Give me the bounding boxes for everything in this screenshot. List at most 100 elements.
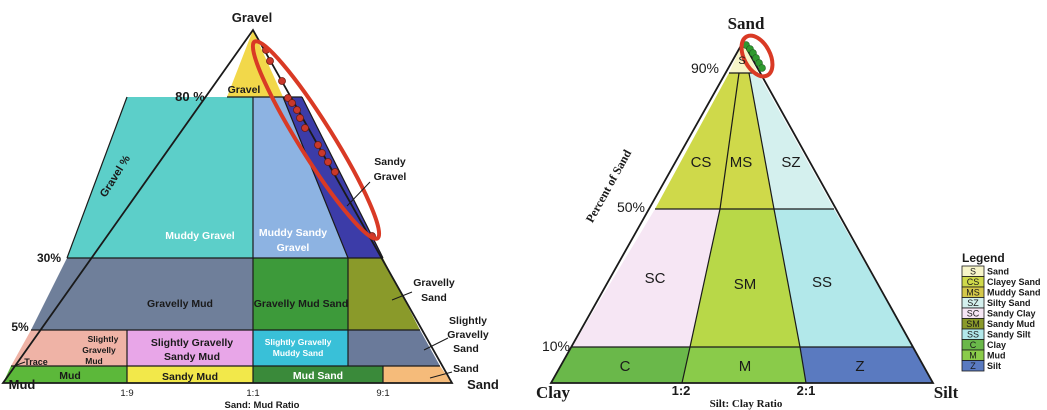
right-x-axis-title: Silt: Clay Ratio: [710, 398, 783, 410]
label-gravel: Gravel: [228, 84, 261, 96]
legend-item: M Mud: [961, 349, 1006, 361]
label-ss: SS: [812, 274, 832, 291]
left-ratio-1-9: 1:9: [120, 388, 133, 399]
sample-point: [293, 106, 301, 114]
label-sm: SM: [734, 276, 757, 293]
legend-label: Sandy Silt: [987, 330, 1031, 340]
legend-label: Silt: [987, 361, 1001, 371]
legend-item: SM Sandy Mud: [961, 318, 1035, 330]
right-apex-sand: Sand: [728, 14, 765, 33]
right-grid-lines: [549, 40, 935, 384]
label-slightly-gravelly-sandy-mud-1: Slightly Gravelly: [151, 337, 233, 349]
left-apex-sand: Sand: [467, 377, 499, 392]
legend-title: Legend: [962, 251, 1005, 265]
region-gravelly-mud-sand: [253, 258, 348, 330]
right-sample-points: [742, 41, 766, 72]
label-slightly-gravelly-mud-1: Slightly: [88, 334, 119, 344]
legend-code: M: [969, 351, 977, 361]
sample-point: [296, 114, 304, 122]
region-slightly-gravelly-sand: [348, 330, 440, 366]
label-cs: CS: [691, 154, 712, 171]
right-ratio-2-1: 2:1: [797, 383, 816, 398]
legend-label: Sandy Mud: [987, 319, 1035, 329]
region-slightly-gravelly-sandy-mud: [127, 330, 253, 366]
region-mud: [3, 366, 127, 383]
left-sample-points: [262, 46, 376, 240]
slightly-gravelly-sand-pointer: [423, 337, 449, 351]
legend-item: MS Muddy Sand: [961, 286, 1041, 298]
region-ms: [720, 73, 774, 209]
sandy-gravel-pointer: [346, 181, 371, 207]
region-m: [682, 347, 806, 383]
left-apex-mud: Mud: [9, 377, 36, 392]
label-slightly-gravelly-mud-3: Mud: [85, 356, 102, 366]
legend-item: SZ Silty Sand: [961, 297, 1031, 309]
legend-item: Z Silt: [961, 360, 1001, 372]
legend-label: Clayey Sand: [987, 277, 1041, 287]
legend-code: C: [970, 340, 977, 350]
label-slightly-gravelly-muddy-sand-1: Slightly Gravelly: [265, 337, 332, 347]
region-sz: [749, 73, 834, 209]
left-x-axis-title: Sand: Mud Ratio: [225, 400, 300, 410]
region-mud-sand: [253, 366, 383, 383]
label-muddy-sandy-gravel-1: Muddy Sandy: [259, 227, 327, 239]
label-slightly-gravelly-sand-2: Gravelly: [447, 329, 489, 341]
left-grid-lines: [1, 28, 454, 384]
region-sm: [690, 209, 800, 347]
legend-label: Mud: [987, 351, 1006, 361]
left-apex-gravel: Gravel: [232, 10, 272, 25]
left-pct-80: 80 %: [175, 89, 205, 104]
right-highlight-ellipse: [739, 33, 775, 79]
sample-point: [278, 77, 286, 85]
right-apex-silt: Silt: [934, 383, 959, 402]
label-gravelly-mud: Gravelly Mud: [147, 298, 213, 310]
legend-code: Z: [970, 361, 976, 371]
label-slightly-gravelly-mud-2: Gravelly: [82, 345, 116, 355]
legend-label: Muddy Sand: [987, 288, 1041, 298]
left-highlight-ellipse: [250, 39, 382, 241]
legend-code: CS: [967, 277, 980, 287]
region-muddy-gravel: [67, 97, 253, 258]
sample-point: [314, 141, 322, 149]
sample-point: [288, 99, 296, 107]
right-apex-clay: Clay: [536, 383, 571, 402]
label-sandy-gravel-1: Sandy: [374, 156, 406, 168]
legend-item: CS Clayey Sand: [961, 276, 1041, 288]
right-pct-90: 90%: [691, 60, 719, 76]
legend-item: SC Sandy Clay: [961, 307, 1036, 319]
label-sandy-gravel-2: Gravel: [374, 171, 407, 183]
trace-pointer: [13, 361, 26, 367]
gravelly-sand-pointer: [391, 291, 413, 301]
region-z: [800, 347, 933, 383]
label-gravelly-sand-2: Sand: [421, 292, 447, 304]
legend-label: Silty Sand: [987, 298, 1031, 308]
left-pct-30: 30%: [37, 251, 61, 265]
region-c: [551, 347, 690, 383]
legend-item: SS Sandy Silt: [961, 328, 1031, 340]
label-mud: Mud: [59, 370, 81, 382]
label-slightly-gravelly-sand-1: Slightly: [449, 315, 487, 327]
legend-label: Sand: [987, 267, 1009, 277]
gravel-ternary-diagram: Gravel Muddy Gravel Muddy Sandy Gravel S…: [1, 10, 499, 410]
label-m: M: [739, 358, 752, 375]
legend-item: S Sand: [961, 265, 1009, 277]
label-muddy-sandy-gravel-2: Gravel: [277, 242, 310, 254]
label-c: C: [620, 358, 631, 375]
left-pct-5: 5%: [11, 320, 29, 334]
label-ms: MS: [730, 154, 753, 171]
sand-pointer: [429, 371, 453, 379]
label-gravelly-mud-sand: Gravelly Mud Sand: [254, 298, 349, 310]
sample-point: [301, 124, 309, 132]
label-sz: SZ: [781, 154, 800, 171]
label-slightly-gravelly-muddy-sand-2: Muddy Sand: [273, 348, 324, 358]
legend-code: SM: [966, 319, 980, 329]
left-pct-trace: Trace: [24, 357, 48, 367]
legend-code: SZ: [967, 298, 979, 308]
label-slightly-gravelly-sand-3: Sand: [453, 343, 479, 355]
legend-code: S: [970, 267, 976, 277]
legend-label: Clay: [987, 340, 1006, 350]
legend-swatch: [961, 360, 985, 372]
region-gravelly-mud: [31, 258, 253, 330]
